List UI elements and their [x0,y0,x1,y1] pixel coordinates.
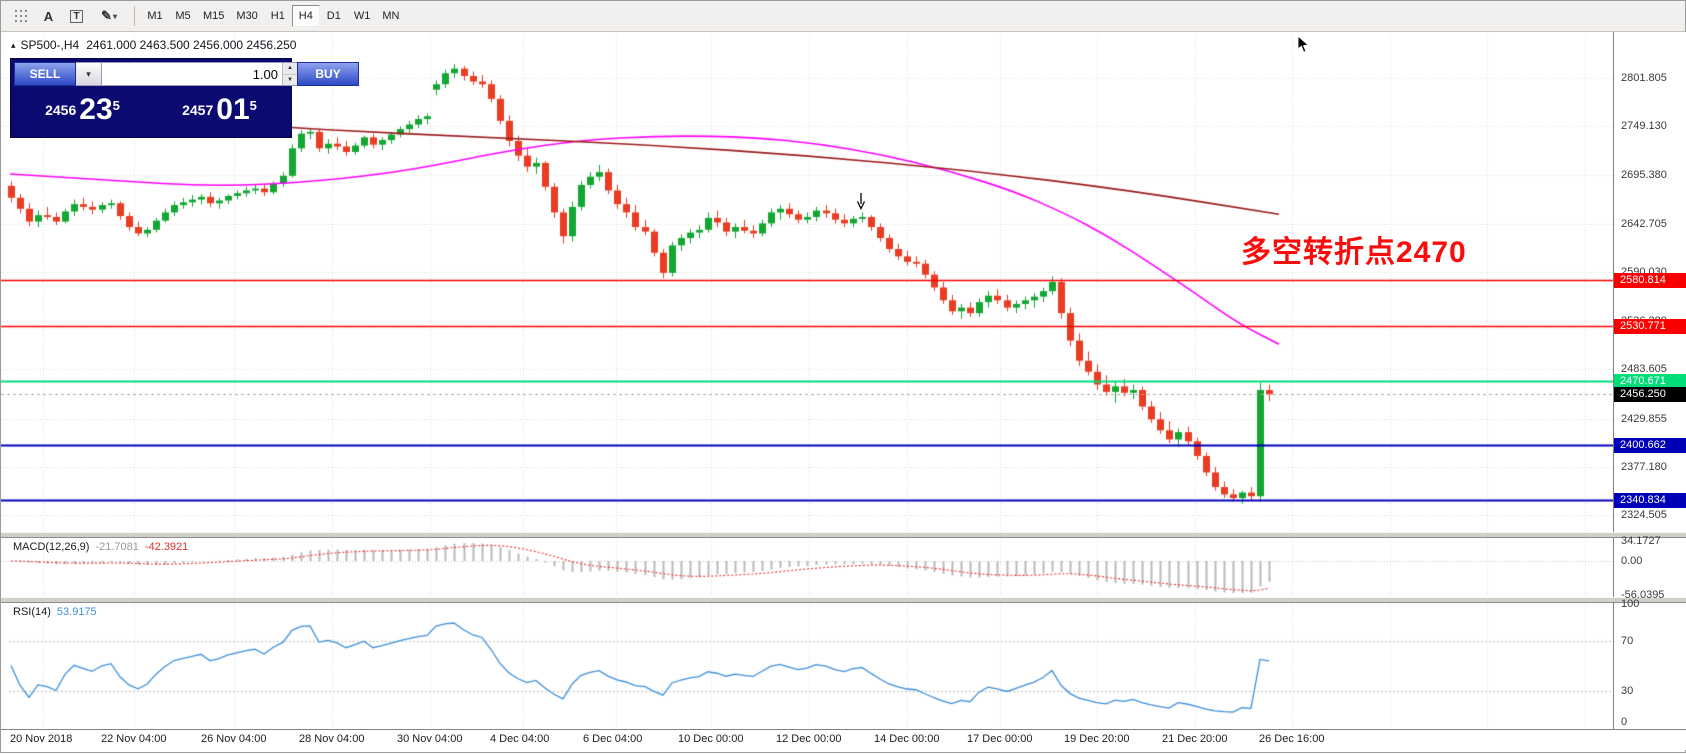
volume-dropdown[interactable]: ▾ [76,62,102,86]
volume-up-button[interactable]: ▲ [283,63,297,75]
volume-down-button[interactable]: ▼ [283,74,297,85]
timeframe-button-mn[interactable]: MN [382,10,400,22]
time-label: 19 Dec 20:00 [1064,733,1130,745]
time-label: 21 Dec 20:00 [1162,733,1228,745]
timeframe-button-m5[interactable]: M5 [175,10,191,22]
sell-button[interactable]: SELL [14,62,76,86]
text-label-glyph: T [70,9,83,23]
grid-tool-icon[interactable] [7,4,34,28]
time-label: 20 Nov 2018 [10,733,73,745]
ask-price: 2457 01 5 [151,93,288,127]
time-label: 28 Nov 04:00 [299,733,365,745]
price-tick: 2429.855 [1621,412,1667,425]
pencil-icon: ✎ [101,8,112,23]
rsi-axis-value: 30 [1621,685,1634,697]
macd-signal-value: -42.3921 [144,541,189,553]
macd-rsi-separator[interactable] [1,597,1686,603]
ask-sup-digit: 5 [249,98,257,113]
down-arrow-object-icon [856,193,866,210]
time-label: 12 Dec 00:00 [776,733,842,745]
timeframe-toolbar: M1 M5 M15 M30 H1 H4 D1 W1 MN [141,5,405,27]
price-tick: 2695.380 [1621,169,1667,182]
time-label: 10 Dec 00:00 [678,733,744,745]
current-price-badge: 2456.250 [1614,386,1686,402]
timeframe-button-h1[interactable]: H1 [270,10,285,22]
price-tick: 2324.505 [1621,509,1667,521]
time-axis[interactable]: 20 Nov 2018 22 Nov 04:00 26 Nov 04:00 28 No… [1,729,1686,750]
time-label: 26 Nov 04:00 [201,733,267,745]
macd-axis-value: -56.0395 [1621,589,1665,601]
bid-big-digits: 23 [79,93,113,126]
price-level-badge: 2470.671 [1614,373,1686,389]
mouse-cursor-icon [1297,35,1310,53]
chart-title: ▴ SP500-,H4 2461.000 2463.500 2456.000 2… [11,38,296,52]
price-tick: 2377.180 [1621,460,1667,473]
grid-dots-icon [14,10,27,22]
price-level-badge: 2580.814 [1614,272,1686,288]
drawing-tools-dropdown[interactable]: ✎ ▾ [91,4,127,28]
time-label: 22 Nov 04:00 [101,733,167,745]
price-level-badge: 2530.771 [1614,318,1686,334]
bid-sup-digit: 5 [112,98,120,113]
macd-name: MACD(12,26,9) [13,541,90,553]
rsi-axis-value: 100 [1621,598,1640,610]
time-label: 14 Dec 00:00 [874,733,940,745]
caret-down-icon: ▾ [112,11,117,21]
macd-axis-value: 0.00 [1621,555,1643,567]
font-tool-icon[interactable]: A [43,8,54,24]
price-level-badge: 2340.834 [1614,492,1686,508]
rsi-axis-value: 70 [1621,635,1634,647]
bid-prefix: 2456 [45,102,77,118]
ask-prefix: 2457 [182,102,214,118]
macd-label: MACD(12,26,9) -21.7081 -42.3921 [13,541,188,553]
toolbar-separator [134,6,135,26]
text-label-tool-icon[interactable]: T [63,4,90,28]
expand-arrow-icon[interactable]: ▴ [11,39,16,50]
rsi-axis-value: 0 [1621,716,1628,728]
symbol-timeframe: SP500-,H4 [20,38,80,52]
timeframe-button-d1[interactable]: D1 [326,10,341,22]
timeframe-button-m30[interactable]: M30 [236,10,258,22]
volume-input[interactable] [102,63,282,85]
one-click-trading-panel: SELL ▾ ▲ ▼ BUY 2456 23 5 2457 01 5 [10,58,359,138]
toolbar: A T ✎ ▾ M1 M5 M15 M30 H1 H4 D1 W1 MN [1,1,1685,32]
price-tick: 2749.130 [1621,120,1667,133]
time-label: 4 Dec 04:00 [490,733,550,745]
volume-spinner: ▲ ▼ [282,63,297,85]
rsi-label: RSI(14) 53.9175 [13,606,97,618]
macd-main-value: -21.7081 [95,541,139,553]
timeframe-button-h4[interactable]: H4 [291,5,320,27]
time-label: 17 Dec 00:00 [967,733,1033,745]
time-label: 30 Nov 04:00 [397,733,463,745]
ask-big-digits: 01 [216,93,250,126]
text-annotation: 多空转折点2470 [1241,236,1467,269]
buy-button[interactable]: BUY [297,62,359,86]
rsi-value: 53.9175 [56,606,97,618]
price-level-badge: 2400.662 [1614,437,1686,453]
main-macd-separator[interactable] [1,532,1686,538]
rsi-name: RSI(14) [13,606,51,618]
bid-price: 2456 23 5 [14,93,151,127]
price-tick: 2801.805 [1621,72,1667,84]
time-label: 6 Dec 04:00 [583,733,643,745]
timeframe-button-m1[interactable]: M1 [147,10,163,22]
timeframe-button-m15[interactable]: M15 [203,10,225,22]
price-tick: 2642.705 [1621,217,1667,230]
price-tick: 2483.605 [1621,363,1667,376]
ohlc-values: 2461.000 2463.500 2456.000 2456.250 [86,38,297,52]
timeframe-button-w1[interactable]: W1 [353,10,371,22]
macd-axis-value: 34.1727 [1621,535,1661,547]
volume-field: ▲ ▼ [102,62,297,86]
time-label: 26 Dec 16:00 [1259,733,1325,745]
